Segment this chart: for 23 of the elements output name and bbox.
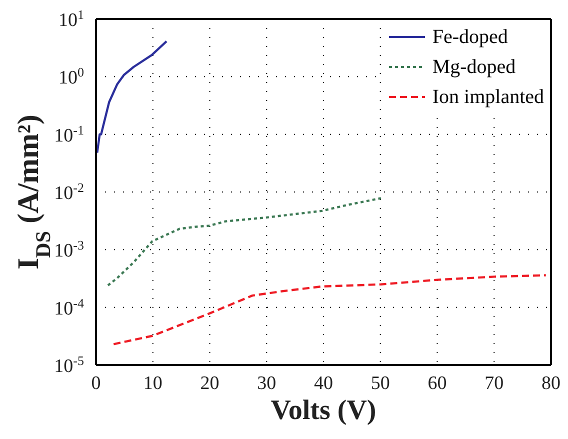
y-tick-label: 10$^{-4}$ [54,294,84,320]
legend-label: Mg-doped [432,56,516,78]
y-tick-label: 10$^{1}$ [58,6,84,31]
x-tick-label: 10 [143,373,162,394]
x-tick-label: 80 [542,373,560,394]
line-series [96,40,168,154]
y-tick-label: 10$^{-2}$ [54,180,84,204]
x-tick-label: 50 [370,373,390,394]
line-series [112,274,547,346]
line-series [106,197,382,287]
legend-label: Fe-doped [432,26,508,48]
y-tick-label: 10$^{0}$ [58,64,84,89]
x-tick-label: 40 [314,373,333,394]
x-tick-label: 30 [257,373,276,394]
x-tick-label: 20 [200,373,220,394]
y-tick-label: 10$^{-3}$ [54,237,84,262]
x-axis-title: Volts (V) [270,395,376,426]
x-tick-label: 70 [484,373,504,394]
x-tick-label: 0 [91,373,101,394]
legend-label: Ion implanted [432,86,544,108]
x-tick-label: 60 [428,373,447,394]
y-tick-label: 10$^{-5}$ [54,352,84,377]
y-tick-label: 10$^{-1}$ [54,122,84,146]
